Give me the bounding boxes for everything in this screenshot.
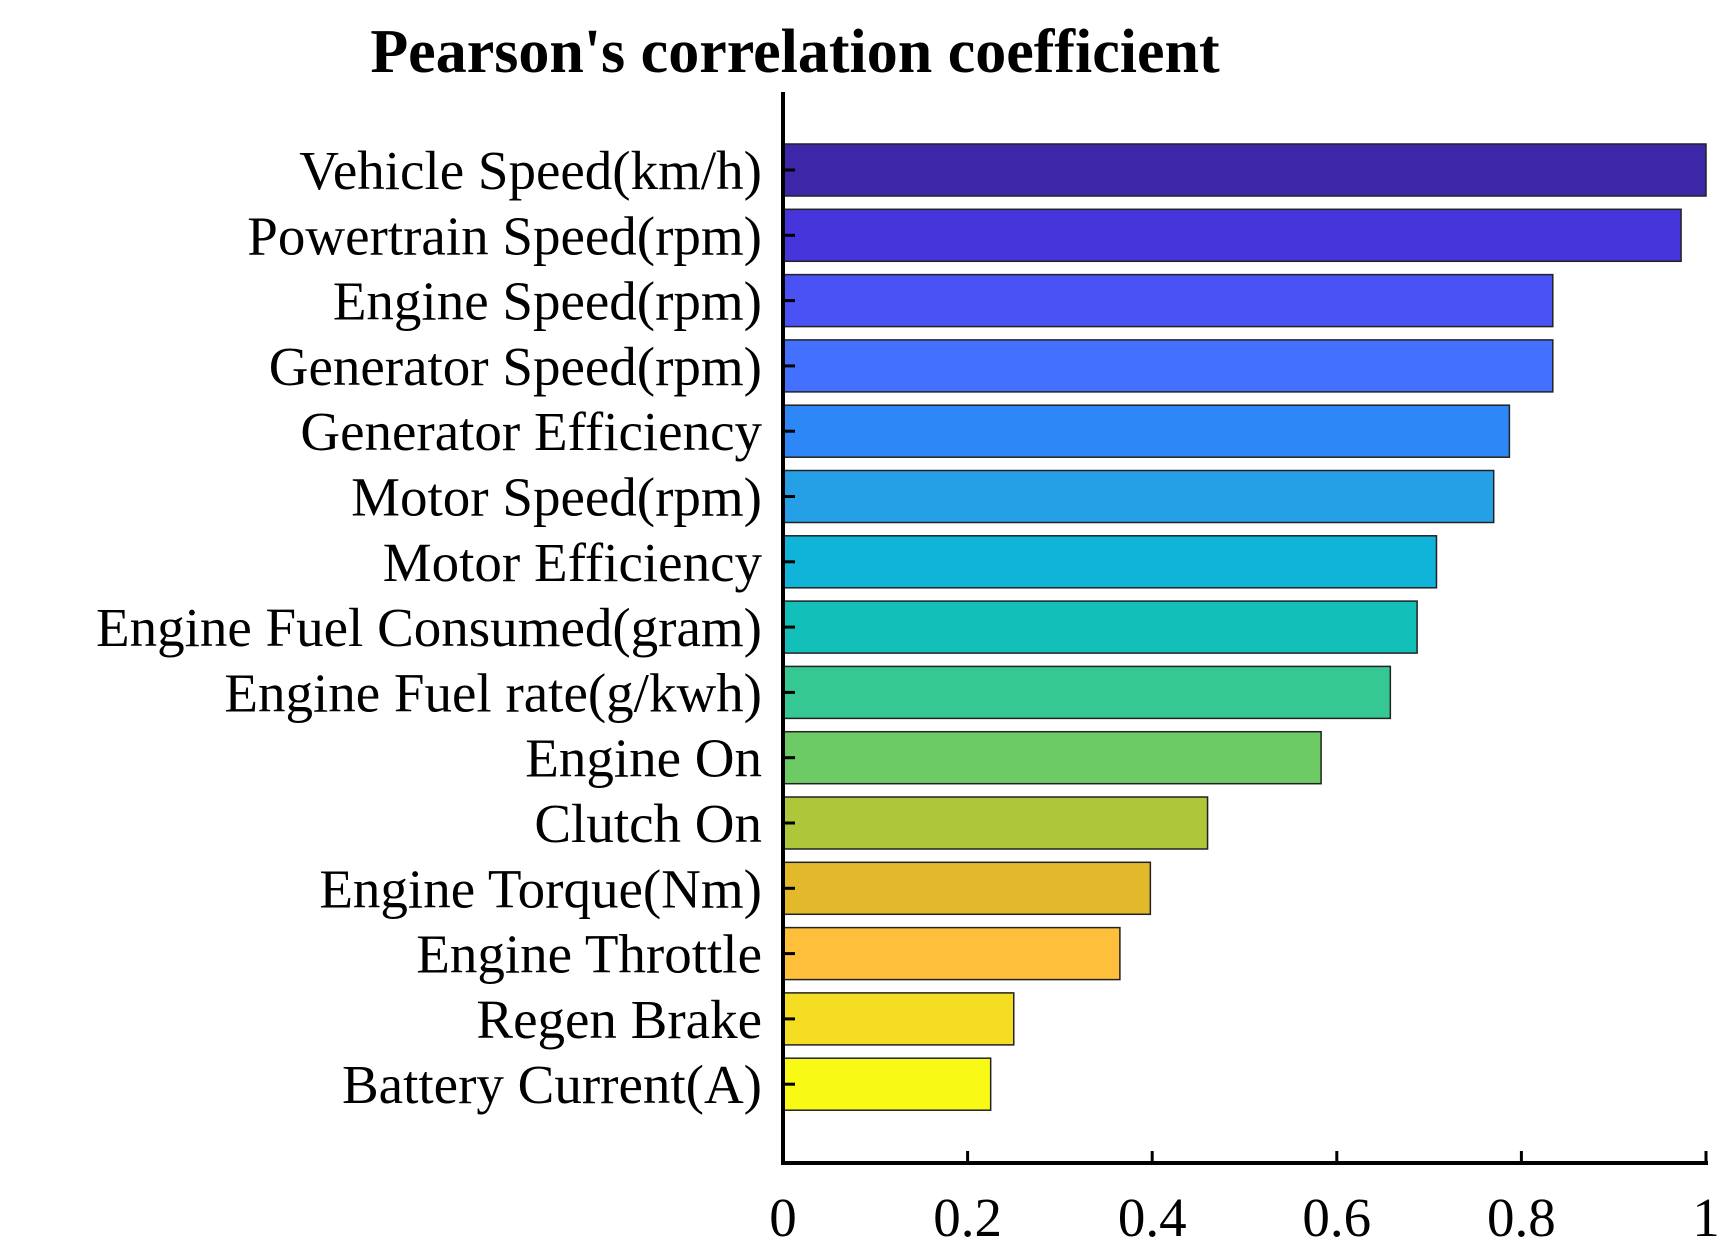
category-label-2: Engine Speed(rpm) xyxy=(333,271,762,332)
category-label-4: Generator Efficiency xyxy=(300,401,762,462)
bar-3 xyxy=(782,339,1554,393)
x-tick-label-1: 0.2 xyxy=(933,1187,1002,1248)
category-label-0: Vehicle Speed(km/h) xyxy=(299,140,762,201)
category-labels: Vehicle Speed(km/h)Powertrain Speed(rpm)… xyxy=(96,140,762,1115)
bar-14 xyxy=(782,1057,992,1111)
category-label-14: Battery Current(A) xyxy=(342,1054,762,1115)
axes-group: 0 0.2 0.4 0.6 0.8 1 xyxy=(769,92,1720,1248)
bar-7 xyxy=(782,600,1418,654)
bar-6 xyxy=(782,535,1438,589)
bar-13 xyxy=(782,992,1015,1046)
category-label-13: Regen Brake xyxy=(476,989,762,1050)
bar-12 xyxy=(782,926,1121,981)
chart-title: Pearson's correlation coefficient xyxy=(370,18,1220,86)
category-label-5: Motor Speed(rpm) xyxy=(351,467,762,528)
bars-group xyxy=(782,143,1707,1111)
category-label-11: Engine Torque(Nm) xyxy=(319,858,762,919)
category-label-10: Clutch On xyxy=(534,793,762,854)
x-tick-label-2: 0.4 xyxy=(1118,1187,1187,1248)
bar-2 xyxy=(782,273,1554,328)
x-tick-label-0: 0 xyxy=(769,1187,797,1248)
bar-4 xyxy=(782,404,1511,458)
bar-11 xyxy=(782,861,1152,916)
bar-1 xyxy=(782,208,1682,263)
category-label-9: Engine On xyxy=(525,728,762,789)
bar-0 xyxy=(782,143,1707,197)
bar-5 xyxy=(782,469,1495,524)
category-label-8: Engine Fuel rate(g/kwh) xyxy=(224,662,762,723)
category-label-3: Generator Speed(rpm) xyxy=(269,336,762,397)
category-label-7: Engine Fuel Consumed(gram) xyxy=(96,597,762,658)
bar-8 xyxy=(782,665,1392,720)
x-tick-label-5: 1 xyxy=(1692,1187,1720,1248)
bar-10 xyxy=(782,796,1209,850)
x-tick-label-4: 0.8 xyxy=(1487,1187,1556,1248)
category-label-6: Motor Efficiency xyxy=(383,532,763,593)
category-label-1: Powertrain Speed(rpm) xyxy=(247,205,762,266)
x-tick-label-3: 0.6 xyxy=(1302,1187,1371,1248)
category-label-12: Engine Throttle xyxy=(416,924,762,985)
bar-9 xyxy=(782,730,1322,785)
